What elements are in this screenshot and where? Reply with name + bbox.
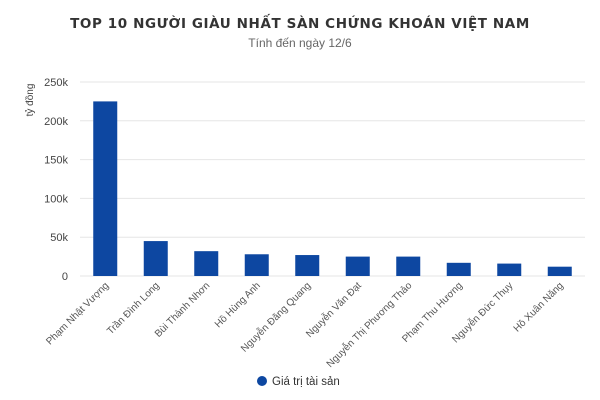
bar[interactable] (143, 241, 168, 276)
bar[interactable] (93, 101, 118, 277)
bar[interactable] (446, 262, 471, 276)
chart-subtitle: Tính đến ngày 12/6 (248, 36, 352, 50)
bar[interactable] (345, 256, 370, 276)
bar[interactable] (396, 256, 421, 276)
legend-marker-icon (257, 376, 267, 386)
chart-title: TOP 10 NGƯỜI GIÀU NHẤT SÀN CHỨNG KHOÁN V… (70, 12, 530, 32)
y-tick-label: 0 (62, 271, 68, 283)
y-tick-label: 50k (50, 232, 68, 244)
bar[interactable] (295, 255, 320, 276)
y-axis-label: tỷ đồng (24, 84, 36, 117)
y-axis-ticks: 0 50k 100k 150k 200k 250k (44, 77, 68, 283)
y-tick-label: 200k (44, 116, 68, 128)
x-tick-label: Phạm Nhật Vượng (44, 280, 111, 347)
bar[interactable] (194, 251, 219, 276)
legend-label: Giá trị tài sản (272, 376, 340, 388)
bar[interactable] (497, 263, 522, 276)
y-tick-label: 100k (44, 193, 68, 205)
x-tick-label: Bùi Thành Nhơn (153, 280, 212, 339)
y-tick-label: 250k (44, 77, 68, 89)
y-tick-label: 150k (44, 155, 68, 167)
legend[interactable]: Giá trị tài sản (257, 376, 340, 388)
x-tick-label: Hồ Hùng Anh (212, 280, 263, 331)
x-tick-label: Nguyễn Thị Phương Thảo (323, 279, 414, 370)
bar[interactable] (244, 254, 269, 276)
x-tick-label: Hồ Xuân Năng (511, 280, 566, 335)
x-tick-label: Trần Đình Long (105, 280, 162, 337)
bar[interactable] (547, 266, 572, 276)
bars (93, 101, 572, 277)
